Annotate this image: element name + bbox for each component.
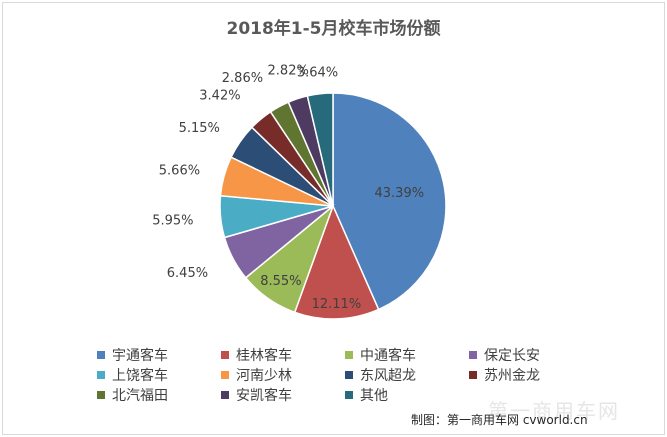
- legend-swatch: [345, 350, 353, 359]
- legend-item: 桂林客车: [221, 346, 345, 364]
- legend-label: 河南少林: [236, 367, 292, 384]
- legend-swatch: [221, 390, 229, 399]
- pie-slice-11: [306, 92, 334, 207]
- legend-label: 其他: [360, 387, 388, 404]
- legend-item: 中通客车: [345, 346, 469, 364]
- legend-label: 桂林客车: [236, 347, 292, 364]
- legend-item: 安凯客车: [221, 386, 345, 404]
- legend-label: 宇通客车: [112, 347, 168, 364]
- slice-label-11: 3.64%: [297, 65, 338, 80]
- legend-item: 河南少林: [221, 366, 345, 384]
- slice-label-7: 5.15%: [179, 121, 220, 136]
- legend-label: 北汽福田: [112, 387, 168, 404]
- legend-swatch: [97, 370, 105, 379]
- legend-item: 宇通客车: [97, 346, 221, 364]
- legend-label: 上饶客车: [112, 367, 168, 384]
- legend-label: 东风超龙: [360, 367, 416, 384]
- legend-swatch: [97, 390, 105, 399]
- legend-item: 北汽福田: [97, 386, 221, 404]
- legend-label: 安凯客车: [236, 387, 292, 404]
- slice-label-3: 8.55%: [260, 274, 301, 289]
- slice-label-5: 5.95%: [152, 213, 193, 228]
- legend-item: 上饶客车: [97, 366, 221, 384]
- slice-label-1: 43.39%: [375, 186, 425, 201]
- slice-label-10: 2.82%: [268, 64, 309, 79]
- pie-slice-1: [332, 92, 447, 311]
- slice-label-9: 2.86%: [222, 71, 263, 86]
- slice-label-2: 12.11%: [312, 297, 362, 312]
- watermark: 第一商用车网: [488, 399, 620, 423]
- legend-swatch: [345, 370, 353, 379]
- legend: 宇通客车 桂林客车 中通客车 保定长安上饶客车 河南少林 东风超龙 苏州金龙北汽福田 安凯客车…: [97, 346, 593, 404]
- legend-swatch: [469, 350, 477, 359]
- legend-swatch: [469, 370, 477, 379]
- slice-label-8: 3.42%: [199, 89, 240, 104]
- legend-item: 东风超龙: [345, 366, 469, 384]
- pie-slice-2: [293, 203, 380, 320]
- legend-label: 苏州金龙: [484, 367, 540, 384]
- legend-item: 其他: [345, 386, 469, 404]
- legend-swatch: [97, 350, 105, 359]
- slice-label-4: 6.45%: [167, 266, 208, 281]
- slice-label-6: 5.66%: [159, 163, 200, 178]
- legend-label: 中通客车: [360, 347, 416, 364]
- legend-item: 苏州金龙: [469, 366, 593, 384]
- legend-label: 保定长安: [484, 347, 540, 364]
- credit-text: 制图：第一商用车网 cvworld.cn: [411, 413, 588, 427]
- chart-title: 2018年1-5月校车市场份额: [226, 19, 441, 39]
- legend-swatch: [221, 350, 229, 359]
- legend-swatch: [345, 390, 353, 399]
- legend-swatch: [221, 370, 229, 379]
- legend-item: 保定长安: [469, 346, 593, 364]
